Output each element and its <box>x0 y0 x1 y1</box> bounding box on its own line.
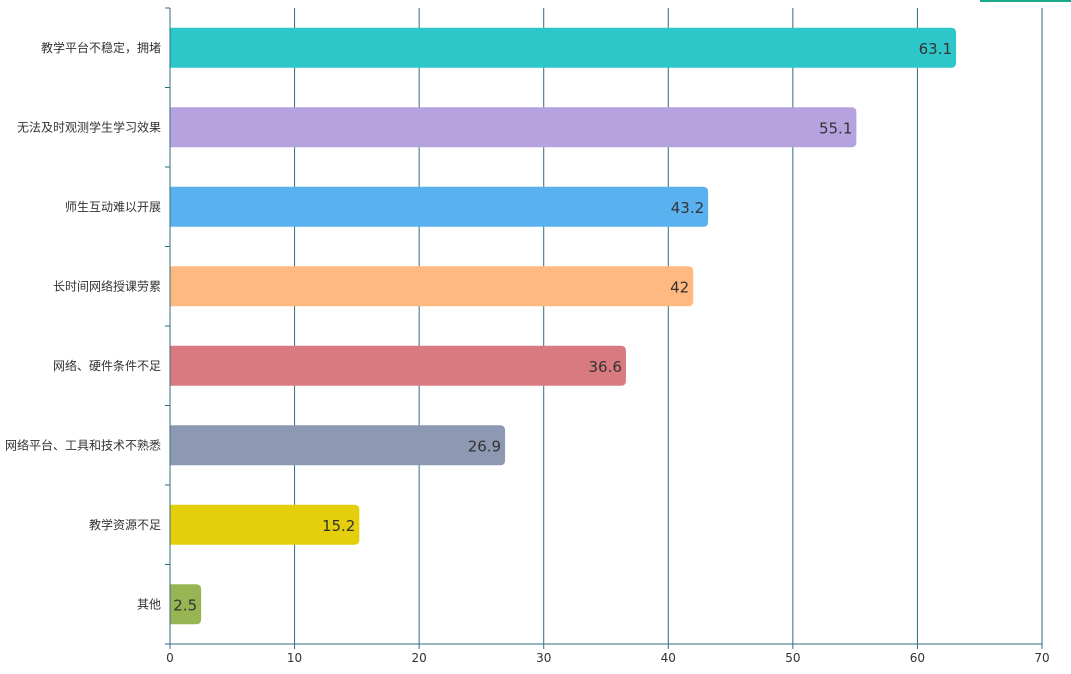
bar <box>170 584 202 625</box>
category-label: 其他 <box>137 597 161 611</box>
x-tick-label: 50 <box>785 651 800 665</box>
category-label: 教学平台不稳定，拥堵 <box>41 40 161 55</box>
x-tick-label: 10 <box>287 651 302 665</box>
data-label: 63.1 <box>919 40 952 58</box>
data-label: 36.6 <box>589 358 622 376</box>
category-label: 网络、硬件条件不足 <box>53 358 161 373</box>
x-tick-label: 60 <box>910 651 925 665</box>
category-label: 教学资源不足 <box>89 517 161 532</box>
bar <box>170 504 360 545</box>
data-label: 2.5 <box>173 596 197 614</box>
x-tick-label: 30 <box>536 651 551 665</box>
data-label: 43.2 <box>671 199 704 217</box>
x-tick-label: 70 <box>1034 651 1049 665</box>
x-tick-label: 0 <box>166 651 174 665</box>
data-label: 55.1 <box>819 119 852 137</box>
bar <box>170 266 694 307</box>
bar <box>170 107 857 148</box>
labels: 0 10 20 30 40 50 60 70 教学平台不稳定，拥堵 63.1 无法及时观测学生学习效… <box>5 40 1050 665</box>
bars <box>170 27 957 625</box>
x-tick-label: 20 <box>412 651 427 665</box>
axes <box>165 7 1043 649</box>
top-accent-bar <box>980 0 1071 2</box>
category-label: 无法及时观测学生学习效果 <box>17 119 161 134</box>
bar <box>170 345 626 386</box>
bar <box>170 186 709 227</box>
bar <box>170 425 506 466</box>
x-tick-label: 40 <box>661 651 676 665</box>
grid-lines <box>294 8 1043 644</box>
bar <box>170 27 957 68</box>
category-label: 长时间网络授课劳累 <box>53 278 161 293</box>
data-label: 42 <box>670 278 689 296</box>
category-label: 网络平台、工具和技术不熟悉 <box>5 437 161 452</box>
category-label: 师生互动难以开展 <box>65 200 161 214</box>
data-label: 26.9 <box>468 437 501 455</box>
data-label: 15.2 <box>322 517 355 535</box>
